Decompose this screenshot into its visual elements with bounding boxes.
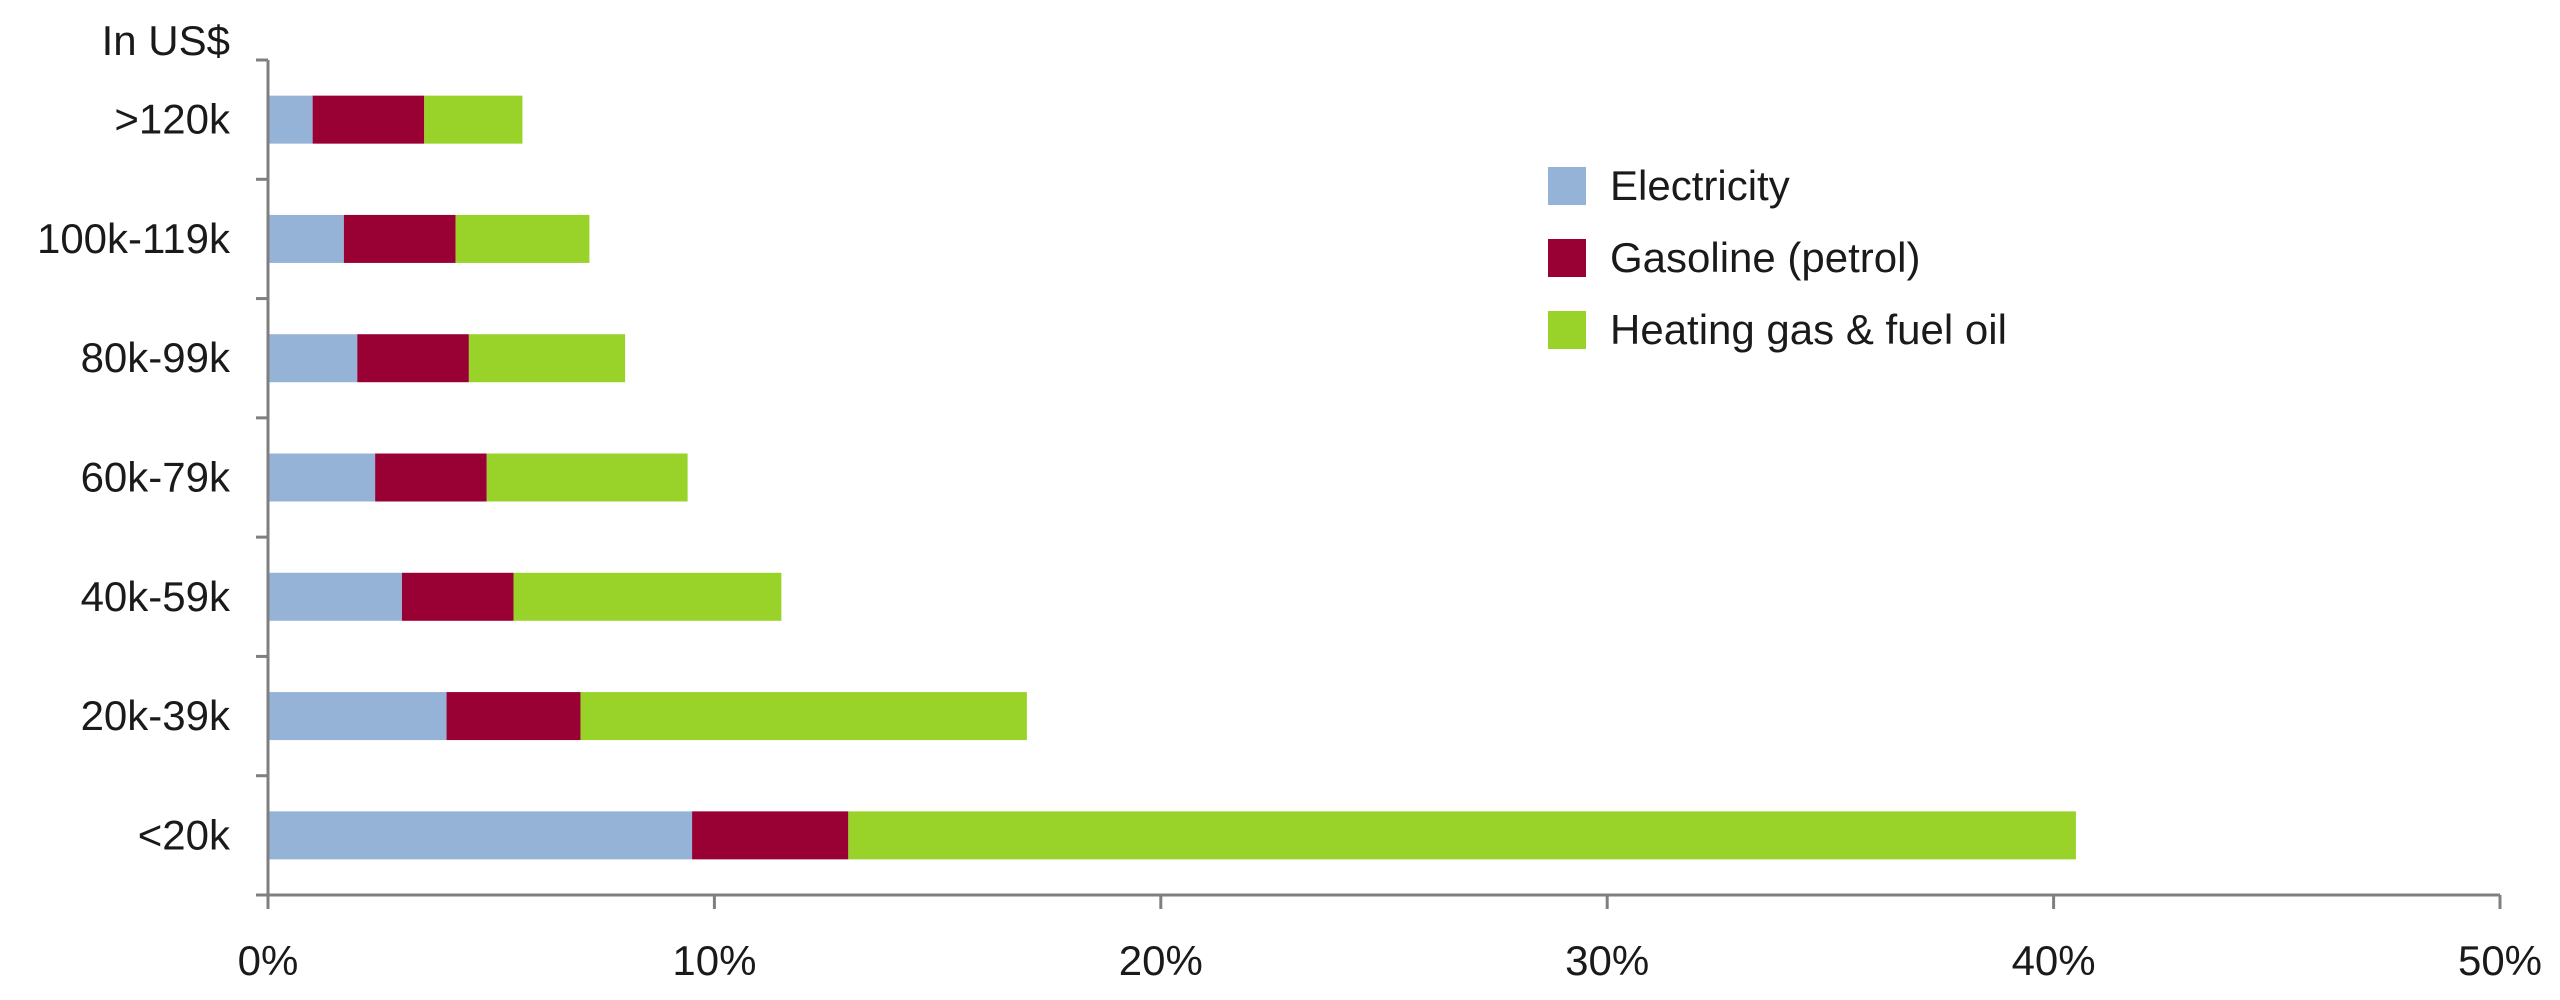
bar-segment-3-row-3 <box>468 334 626 383</box>
x-tick-label: 40% <box>2012 937 2096 984</box>
y-tick-label: 20k-39k <box>81 692 231 739</box>
legend-swatch-1 <box>1548 167 1586 205</box>
y-tick-label: 80k-99k <box>81 334 231 381</box>
x-tick-label: 50% <box>2458 937 2542 984</box>
x-tick-label: 0% <box>238 937 299 984</box>
bar-segment-2-row-5 <box>401 572 514 621</box>
bar-segment-3-row-4 <box>486 453 688 502</box>
bar-segment-2-row-3 <box>357 334 469 383</box>
bar-segment-1-row-7 <box>268 811 693 860</box>
bar-segment-1-row-1 <box>268 95 313 144</box>
y-tick-label: 100k-119k <box>37 215 231 262</box>
x-tick-label: 10% <box>672 937 756 984</box>
y-tick-label: 40k-59k <box>81 573 231 620</box>
bar-segment-2-row-2 <box>343 214 456 263</box>
bar-segment-3-row-1 <box>424 95 523 144</box>
legend-swatch-2 <box>1548 239 1586 277</box>
y-tick-label: <20k <box>138 811 231 858</box>
bar-segment-1-row-2 <box>268 214 344 263</box>
y-tick-label: 60k-79k <box>81 454 231 501</box>
y-axis: >120k 100k-119k 80k-99k 60k-79k 40k-59k 20k-3… <box>37 58 270 897</box>
bar-segment-3-row-5 <box>513 572 782 621</box>
bar-segment-2-row-7 <box>692 811 849 860</box>
bar-segment-1-row-5 <box>268 572 402 621</box>
x-tick-label: 20% <box>1119 937 1203 984</box>
legend-label-2: Gasoline (petrol) <box>1610 234 1920 281</box>
bars-group <box>268 95 2076 860</box>
bar-segment-1-row-6 <box>268 692 447 741</box>
legend-label-3: Heating gas & fuel oil <box>1610 306 2007 353</box>
bar-segment-2-row-4 <box>375 453 487 502</box>
x-axis: 0% 10% 20% 30% 40% 50% <box>238 893 2542 984</box>
unit-label: In US$ <box>102 17 230 64</box>
bar-segment-3-row-6 <box>580 692 1027 741</box>
bar-segment-1-row-4 <box>268 453 376 502</box>
bar-segment-2-row-1 <box>312 95 425 144</box>
bar-segment-3-row-7 <box>848 811 2076 860</box>
bar-segment-3-row-2 <box>455 214 590 263</box>
bar-segment-2-row-6 <box>446 692 581 741</box>
bar-segment-1-row-3 <box>268 334 358 383</box>
y-tick-label: >120k <box>114 96 231 143</box>
x-tick-label: 30% <box>1565 937 1649 984</box>
legend-label-1: Electricity <box>1610 162 1790 209</box>
legend-swatch-3 <box>1548 311 1586 349</box>
legend: Electricity Gasoline (petrol) Heating gas … <box>1548 162 2007 353</box>
